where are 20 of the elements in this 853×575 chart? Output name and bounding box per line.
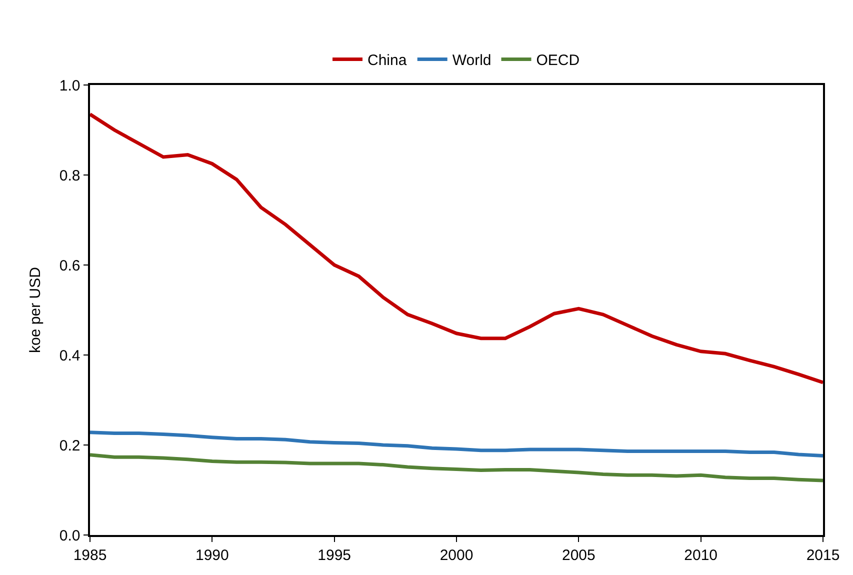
y-tick-label: 0.0: [59, 527, 80, 544]
line-series: [90, 112, 823, 384]
legend-label: OECD: [536, 52, 580, 70]
x-tick-label: 2015: [806, 546, 840, 564]
line-series: [90, 430, 823, 458]
y-tick-label: 0.8: [59, 167, 80, 184]
x-tick-label: 1985: [73, 546, 107, 564]
x-tick-label: 2005: [562, 546, 596, 564]
y-tick-label: 0.6: [59, 257, 80, 274]
legend-label: China: [368, 52, 408, 70]
x-tick-label: 1990: [195, 546, 229, 564]
y-tick-label: 0.4: [59, 347, 80, 364]
legend-label: World: [452, 52, 492, 70]
line-series: [90, 453, 823, 482]
x-tick-label: 2000: [440, 546, 474, 564]
x-tick-label: 1995: [318, 546, 352, 564]
y-tick-label: 0.2: [59, 437, 80, 454]
y-tick-label: 1.0: [59, 77, 80, 94]
y-axis-title: koe per USD: [27, 266, 44, 353]
x-tick-label: 2010: [684, 546, 718, 564]
